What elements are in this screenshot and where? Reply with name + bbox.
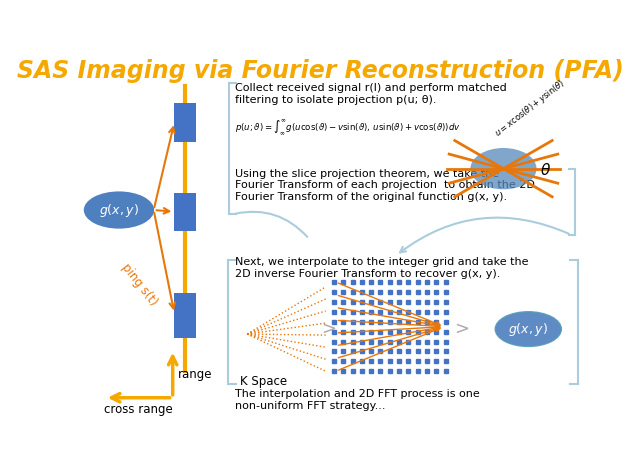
- Text: >: >: [454, 320, 470, 338]
- Text: K Space: K Space: [240, 375, 287, 388]
- Text: $u=x\cos(\theta)+y\sin(\theta)$: $u=x\cos(\theta)+y\sin(\theta)$: [492, 77, 568, 140]
- Ellipse shape: [84, 191, 154, 229]
- Text: range: range: [178, 368, 212, 381]
- Bar: [174, 193, 196, 231]
- Ellipse shape: [495, 312, 561, 346]
- Text: $\theta$: $\theta$: [540, 162, 551, 178]
- Ellipse shape: [470, 148, 536, 190]
- Text: SAS Imaging via Fourier Reconstruction (PFA): SAS Imaging via Fourier Reconstruction (…: [17, 58, 623, 83]
- Text: >: >: [321, 320, 335, 338]
- Text: cross range: cross range: [104, 403, 173, 416]
- Text: $p(u;\vartheta)=\int_{\infty}^{\infty}g(u\cos(\vartheta)-v\sin(\vartheta),\,u\si: $p(u;\vartheta)=\int_{\infty}^{\infty}g(…: [235, 117, 461, 137]
- Text: Using the slice projection theorem, we take the
Fourier Transform of each projec: Using the slice projection theorem, we t…: [235, 168, 534, 202]
- Text: $g(x,y)$: $g(x,y)$: [508, 321, 548, 337]
- Text: The interpolation and 2D FFT process is one
non-uniform FFT strategy...: The interpolation and 2D FFT process is …: [235, 389, 479, 411]
- Text: Collect received signal r(l) and perform matched
filtering to isolate projection: Collect received signal r(l) and perform…: [235, 83, 506, 105]
- Text: ping s(t): ping s(t): [119, 261, 160, 308]
- Bar: [174, 292, 196, 338]
- Text: $g(x,y)$: $g(x,y)$: [99, 202, 139, 219]
- Bar: [174, 102, 196, 142]
- Text: Next, we interpolate to the integer grid and take the
2D inverse Fourier Transfo: Next, we interpolate to the integer grid…: [235, 257, 528, 279]
